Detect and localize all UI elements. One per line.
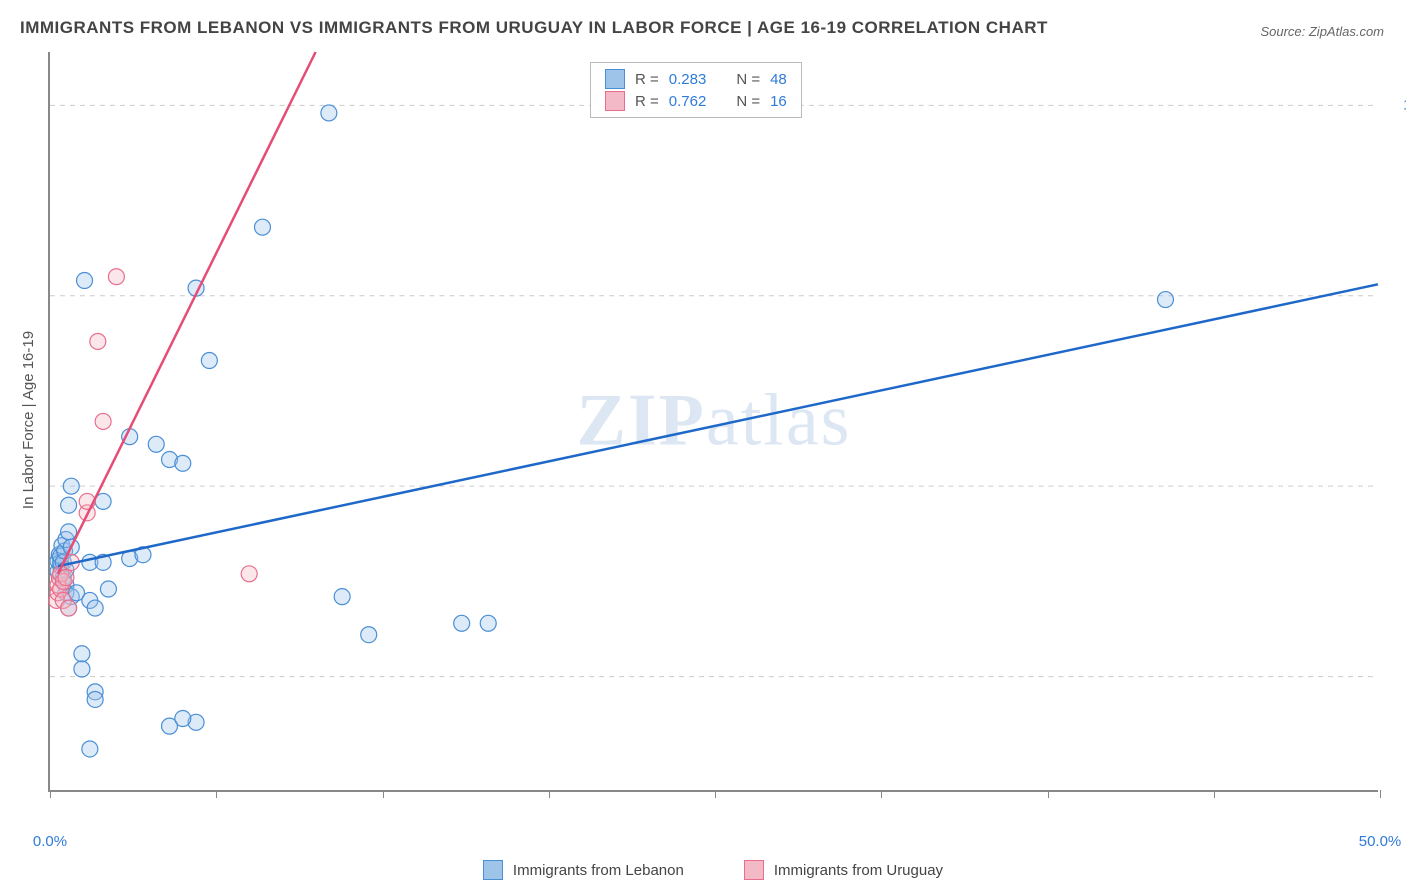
scatter-point bbox=[480, 615, 496, 631]
legend-swatch-uruguay bbox=[605, 91, 625, 111]
scatter-point bbox=[74, 646, 90, 662]
x-tick bbox=[715, 790, 716, 798]
scatter-point bbox=[63, 478, 79, 494]
correlation-chart: IMMIGRANTS FROM LEBANON VS IMMIGRANTS FR… bbox=[0, 0, 1406, 892]
correlation-legend-row-lebanon: R = 0.283 N = 48 bbox=[605, 69, 787, 89]
scatter-point bbox=[90, 333, 106, 349]
y-axis-label: In Labor Force | Age 16-19 bbox=[20, 331, 37, 509]
y-tick-label: 100.0% bbox=[1384, 97, 1406, 114]
scatter-point bbox=[61, 524, 77, 540]
r-value-uruguay: 0.762 bbox=[669, 93, 707, 110]
x-tick-label: 0.0% bbox=[33, 833, 67, 850]
scatter-point bbox=[74, 661, 90, 677]
scatter-point bbox=[61, 600, 77, 616]
x-tick bbox=[1048, 790, 1049, 798]
n-label: N = bbox=[736, 71, 760, 88]
scatter-point bbox=[58, 570, 74, 586]
series-label-lebanon: Immigrants from Lebanon bbox=[513, 862, 684, 879]
y-tick-label: 75.0% bbox=[1384, 288, 1406, 305]
trend-line-lebanon bbox=[58, 284, 1378, 566]
scatter-point bbox=[61, 497, 77, 513]
r-value-lebanon: 0.283 bbox=[669, 71, 707, 88]
x-tick bbox=[1214, 790, 1215, 798]
scatter-point bbox=[321, 105, 337, 121]
x-tick bbox=[881, 790, 882, 798]
y-tick-label: 50.0% bbox=[1384, 478, 1406, 495]
n-value-uruguay: 16 bbox=[770, 93, 787, 110]
correlation-legend-row-uruguay: R = 0.762 N = 16 bbox=[605, 91, 787, 111]
legend-swatch-lebanon bbox=[483, 860, 503, 880]
scatter-point bbox=[100, 581, 116, 597]
scatter-point bbox=[241, 566, 257, 582]
x-tick bbox=[383, 790, 384, 798]
scatter-point bbox=[175, 455, 191, 471]
scatter-point bbox=[148, 436, 164, 452]
plot-area: ZIPatlas 25.0%50.0%75.0%100.0% 0.0%50.0%… bbox=[48, 52, 1378, 792]
plot-svg bbox=[50, 52, 1378, 791]
scatter-point bbox=[87, 600, 103, 616]
r-label: R = bbox=[635, 93, 659, 110]
correlation-legend: R = 0.283 N = 48 R = 0.762 N = 16 bbox=[590, 62, 802, 118]
legend-swatch-uruguay bbox=[744, 860, 764, 880]
scatter-point bbox=[1158, 292, 1174, 308]
r-label: R = bbox=[635, 71, 659, 88]
scatter-point bbox=[334, 589, 350, 605]
trend-line-uruguay bbox=[58, 52, 316, 574]
series-legend-item-lebanon: Immigrants from Lebanon bbox=[483, 860, 684, 880]
legend-swatch-lebanon bbox=[605, 69, 625, 89]
y-tick-label: 25.0% bbox=[1384, 669, 1406, 686]
scatter-point bbox=[77, 273, 93, 289]
n-value-lebanon: 48 bbox=[770, 71, 787, 88]
scatter-point bbox=[82, 741, 98, 757]
x-tick bbox=[549, 790, 550, 798]
series-legend: Immigrants from Lebanon Immigrants from … bbox=[48, 860, 1378, 880]
scatter-point bbox=[175, 711, 191, 727]
scatter-point bbox=[454, 615, 470, 631]
scatter-point bbox=[95, 413, 111, 429]
scatter-point bbox=[108, 269, 124, 285]
chart-title: IMMIGRANTS FROM LEBANON VS IMMIGRANTS FR… bbox=[20, 18, 1048, 38]
n-label: N = bbox=[736, 93, 760, 110]
trendlines bbox=[58, 52, 1378, 574]
scatter-point bbox=[201, 353, 217, 369]
x-tick bbox=[216, 790, 217, 798]
x-tick bbox=[50, 790, 51, 798]
x-tick bbox=[1380, 790, 1381, 798]
gridlines bbox=[50, 105, 1378, 676]
scatter-point bbox=[87, 691, 103, 707]
series-label-uruguay: Immigrants from Uruguay bbox=[774, 862, 943, 879]
series-legend-item-uruguay: Immigrants from Uruguay bbox=[744, 860, 943, 880]
scatter-point bbox=[254, 219, 270, 235]
source-label: Source: ZipAtlas.com bbox=[1260, 24, 1384, 39]
x-tick-label: 50.0% bbox=[1359, 833, 1402, 850]
scatter-lebanon bbox=[50, 105, 1174, 757]
scatter-point bbox=[361, 627, 377, 643]
